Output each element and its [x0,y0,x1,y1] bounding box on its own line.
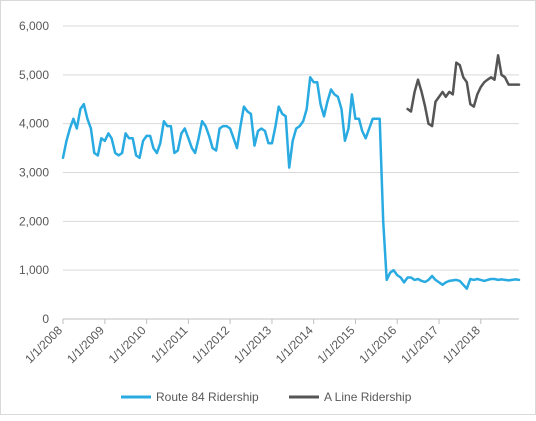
x-tick-label: 1/1/2008 [22,323,65,366]
series [61,54,521,290]
x-tick-label: 1/1/2016 [356,323,399,366]
x-tick-label: 1/1/2017 [398,323,441,366]
x-tick-label: 1/1/2014 [273,323,316,366]
x-tick-label: 1/1/2009 [64,323,107,366]
x-tick-label: 1/1/2015 [315,323,358,366]
legend-item-route-84: Route 84 Ridership [121,390,259,404]
y-tick-label: 1,000 [19,263,49,277]
legend-label-a-line: A Line Ridership [324,390,412,404]
y-tick-label: 6,000 [19,19,49,33]
y-axis: 0 1,000 2,000 3,000 4,000 5,000 6,000 [19,19,49,326]
x-tick-label: 1/1/2011 [148,323,191,366]
y-tick-label: 3,000 [19,166,49,180]
x-tick-label: 1/1/2013 [231,323,274,366]
y-tick-label: 4,000 [19,117,49,131]
series-line-a-line [406,54,521,128]
x-tick-label: 1/1/2018 [440,323,483,366]
y-tick-label: 5,000 [19,68,49,82]
y-tick-label: 0 [42,312,49,326]
gridlines [63,25,519,271]
legend-label-route-84: Route 84 Ridership [156,390,259,404]
legend: Route 84 Ridership A Line Ridership [121,390,412,404]
y-tick-label: 2,000 [19,214,49,228]
x-tick-label: 1/1/2012 [189,323,232,366]
x-tick-label: 1/1/2010 [106,323,149,366]
legend-item-a-line: A Line Ridership [289,390,412,404]
series-line-route-84 [61,76,521,290]
